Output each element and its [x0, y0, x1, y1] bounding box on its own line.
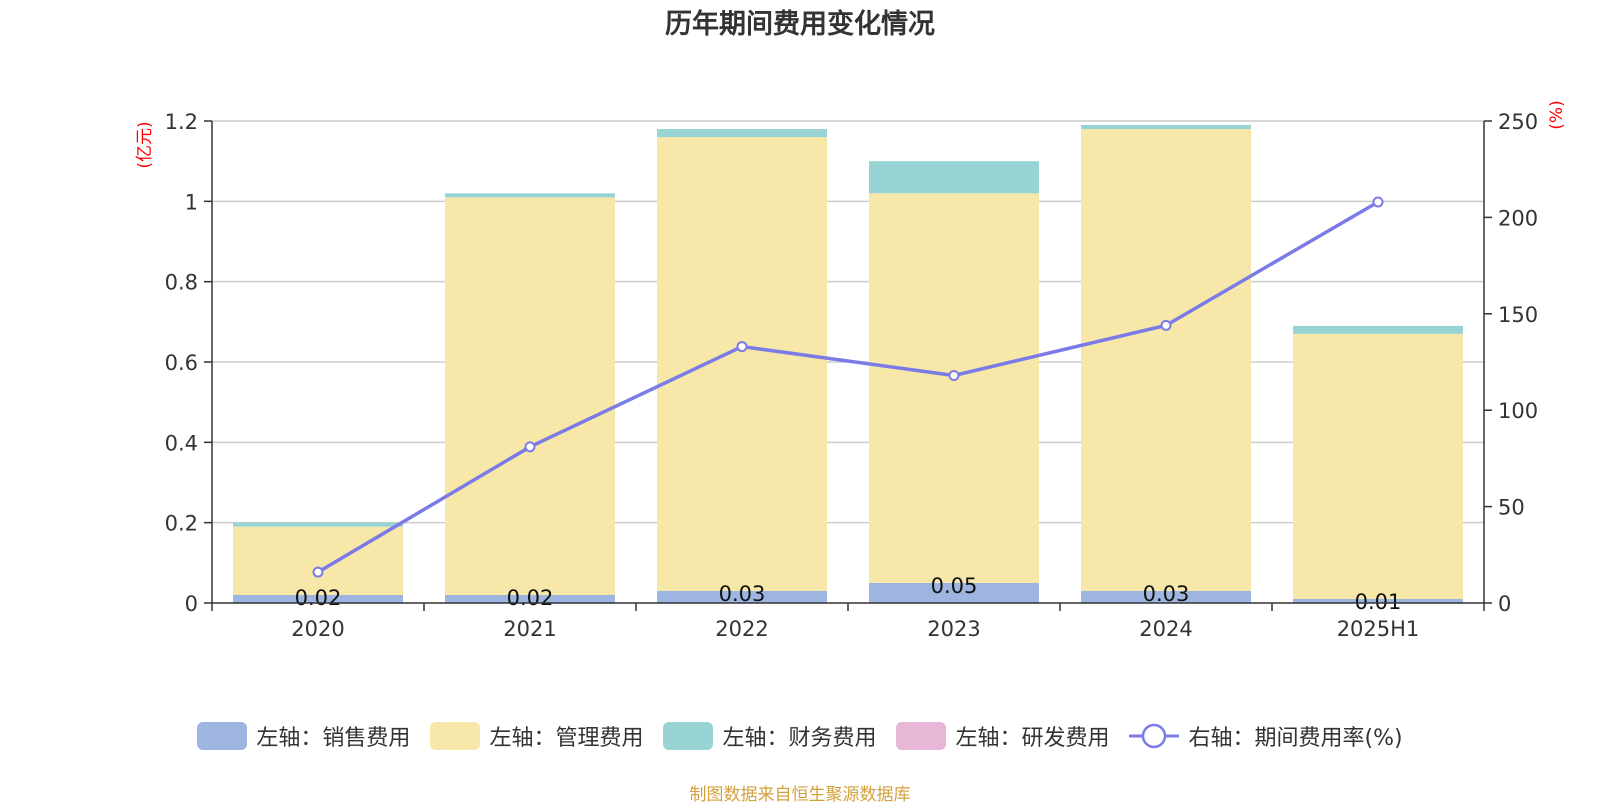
expense-ratio-point — [736, 341, 748, 353]
y-left-unit-label: (亿元) — [135, 121, 155, 168]
y-left-tick-label: 1 — [185, 190, 198, 214]
bar-segment — [657, 129, 827, 138]
x-tick-label: 2025H1 — [1337, 617, 1420, 641]
legend-label-expense-ratio: 右轴：期间费用率(%) — [1188, 726, 1403, 751]
legend-swatch-rnd — [896, 722, 947, 750]
x-tick-label: 2023 — [927, 617, 980, 641]
x-tick-label: 2022 — [715, 617, 768, 641]
bar-segment — [233, 594, 403, 603]
bar-segment — [1293, 325, 1463, 334]
y-left-tick-label: 0.8 — [165, 271, 198, 295]
bar-segment — [1293, 598, 1463, 603]
bar-data-label: 0.05 — [931, 574, 978, 598]
bar-segment — [445, 193, 615, 198]
chart-area: 0 0.2 0.4 0.6 0.8 1 1.2 0 50 100 150 200 250 (亿元) (%) 0… — [135, 100, 1567, 641]
x-tick-label: 2020 — [291, 617, 344, 641]
y-right-tick-label: 200 — [1498, 206, 1538, 230]
legend-swatch-sales — [197, 722, 248, 750]
legend-item-sales[interactable]: 左轴：销售费用 — [197, 720, 410, 752]
legend-label-rnd: 左轴：研发费用 — [955, 726, 1110, 751]
x-tick-label: 2021 — [503, 617, 556, 641]
legend: 左轴：销售费用 左轴：管理费用 左轴：财务费用 左轴：研发费用 右轴：期间费用率… — [0, 720, 1600, 752]
y-right-tick-label: 250 — [1498, 110, 1538, 134]
bar-segment — [445, 594, 615, 603]
bar-segment — [233, 522, 403, 527]
legend-label-finance: 左轴：财务费用 — [722, 726, 877, 751]
y-left-tick-label: 1.2 — [165, 110, 198, 134]
expense-ratio-line — [317, 200, 1379, 574]
legend-item-expense-ratio[interactable]: 右轴：期间费用率(%) — [1129, 720, 1403, 752]
bar-data-label: 0.03 — [719, 582, 766, 606]
y-right-tick-label: 100 — [1498, 399, 1538, 423]
chart-title: 历年期间费用变化情况 — [665, 9, 935, 40]
legend-swatch-admin — [430, 722, 481, 750]
legend-item-admin[interactable]: 左轴：管理费用 — [430, 720, 643, 752]
expense-ratio-point — [312, 566, 324, 578]
y-left-tick-label: 0.4 — [165, 431, 198, 455]
x-tick-label: 2024 — [1139, 617, 1192, 641]
bar-segment — [657, 590, 827, 603]
legend-swatch-finance — [663, 722, 714, 750]
source-note: 制图数据来自恒生聚源数据库 — [689, 785, 911, 805]
bar-segment — [445, 197, 615, 595]
y-left-tick-label: 0.6 — [165, 351, 198, 375]
y-right-tick-label: 0 — [1498, 592, 1511, 616]
bar-data-label: 0.02 — [295, 586, 342, 610]
expense-ratio-point — [1372, 196, 1384, 208]
legend-item-rnd[interactable]: 左轴：研发费用 — [896, 720, 1109, 752]
bar-data-label: 0.03 — [1143, 582, 1190, 606]
bar-data-label: 0.01 — [1355, 590, 1402, 614]
bar-segment — [869, 582, 1039, 603]
expense-ratio-point — [948, 369, 960, 381]
bar-segment — [1081, 125, 1251, 130]
y-left-tick-label: 0 — [185, 592, 198, 616]
bar-segment — [1293, 333, 1463, 599]
legend-item-finance[interactable]: 左轴：财务费用 — [663, 720, 876, 752]
bar-data-label: 0.02 — [507, 586, 554, 610]
legend-label-admin: 左轴：管理费用 — [489, 726, 644, 751]
legend-label-sales: 左轴：销售费用 — [256, 726, 411, 751]
bar-segment — [1081, 590, 1251, 603]
y-left-tick-label: 0.2 — [165, 512, 198, 536]
bar-segment — [657, 137, 827, 591]
y-right-tick-label: 150 — [1498, 303, 1538, 327]
bar-segment — [869, 161, 1039, 194]
y-right-tick-label: 50 — [1498, 496, 1525, 520]
expense-ratio-point — [524, 441, 536, 453]
bar-segment — [869, 193, 1039, 583]
expense-ratio-point — [1160, 319, 1172, 331]
legend-line-marker-icon — [1129, 723, 1180, 749]
bar-segment — [1081, 129, 1251, 591]
y-right-unit-label: (%) — [1547, 100, 1567, 129]
